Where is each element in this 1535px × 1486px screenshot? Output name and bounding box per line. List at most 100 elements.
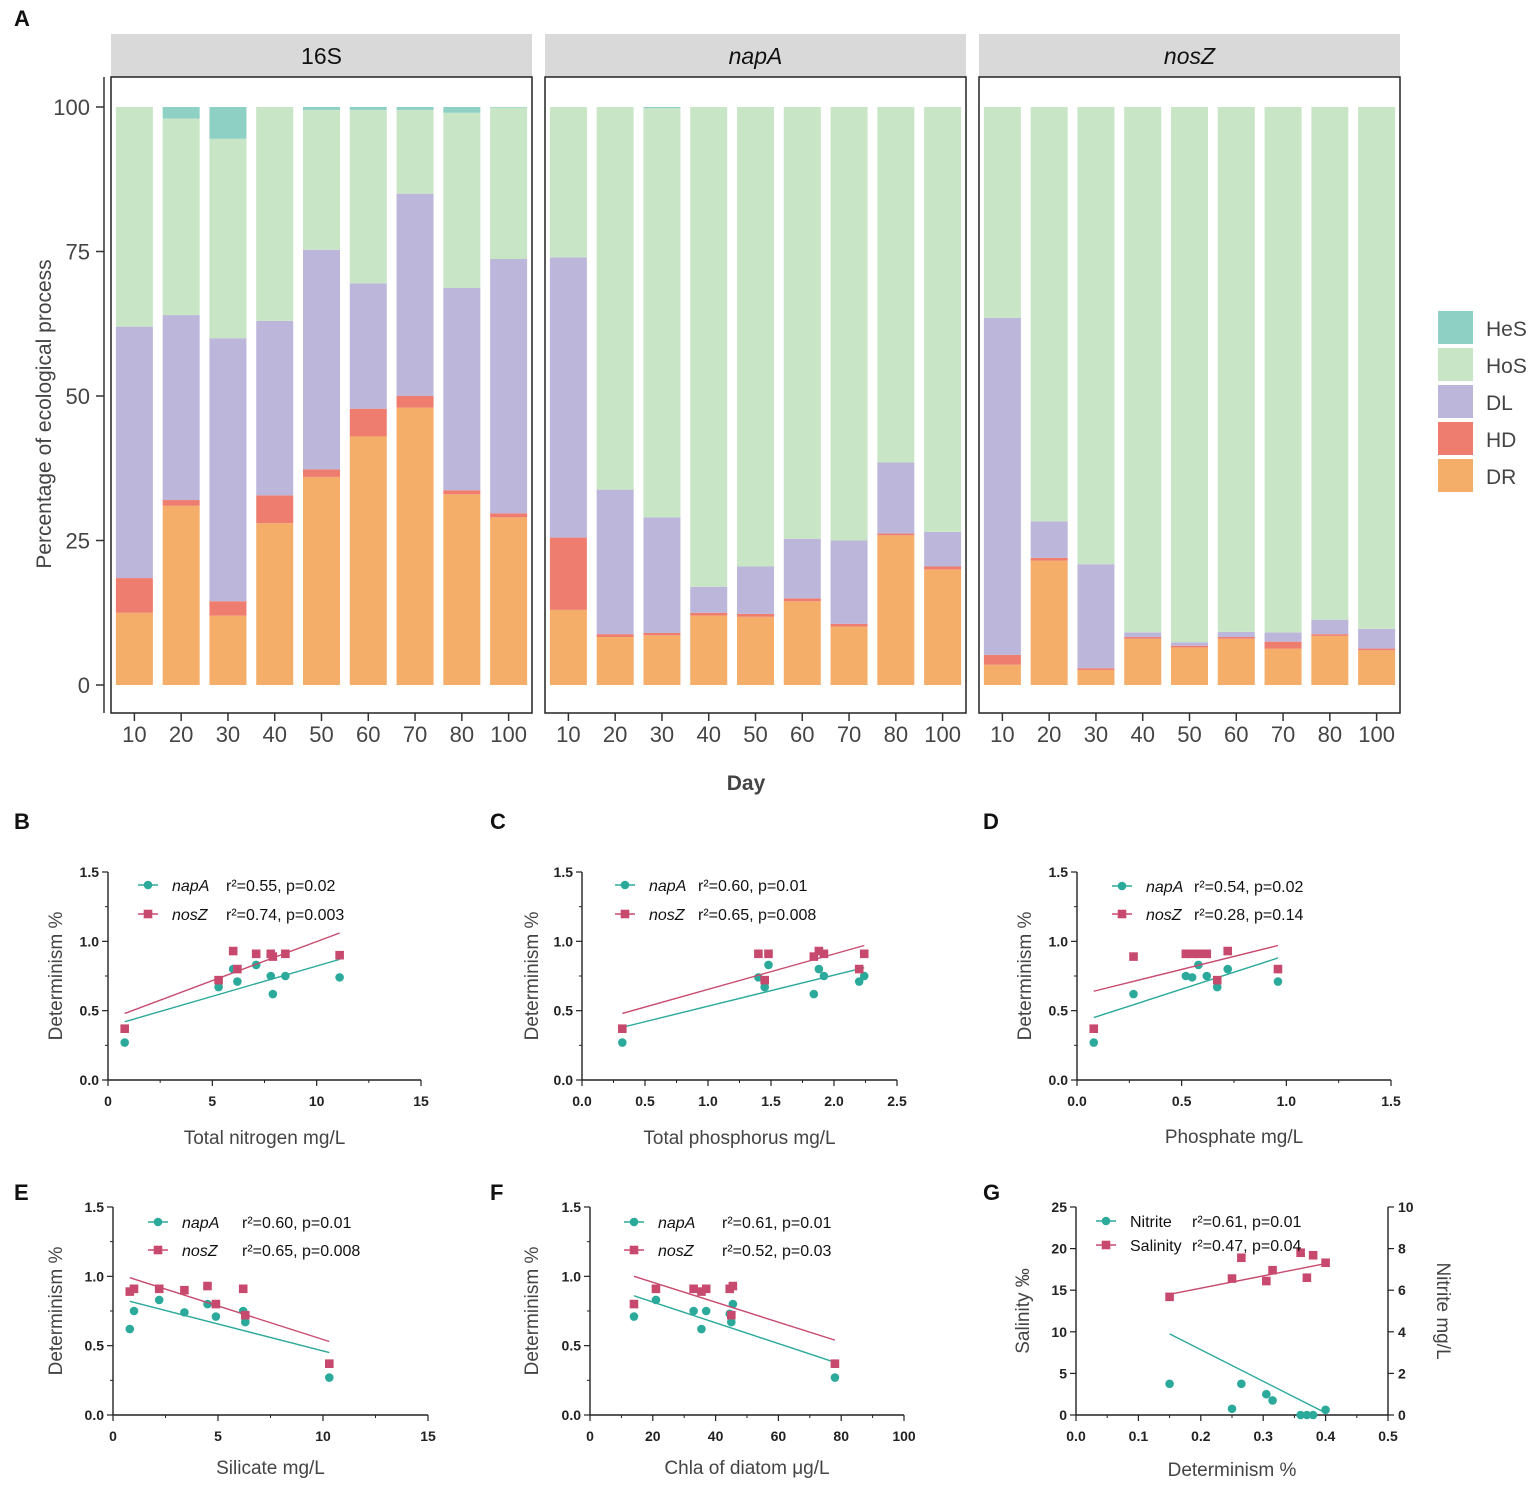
data-point [854,977,864,986]
bar-segment-dr [1171,647,1208,685]
legend-marker [620,880,630,890]
y-tick-label: 1.5 [85,1199,105,1215]
data-point [1202,949,1212,959]
series-nosz [125,1277,334,1368]
legend-stat: r²=0.61, p=0.01 [1192,1214,1302,1231]
regression-line [1093,944,1279,992]
x-axis-title: Day [727,772,766,795]
bar-segment-hos [443,112,481,288]
legend-label-dr: DR [1486,466,1516,489]
data-point [154,1295,164,1305]
bar-segment-hd [737,613,774,617]
data-point [1212,982,1222,992]
bar-segment-hd [1264,641,1302,649]
y-tick-label: 100 [53,95,90,120]
data-point [268,952,278,961]
y-right-tick-label: 2 [1398,1365,1406,1381]
data-point [1273,964,1283,974]
data-point [618,1024,627,1033]
series-nosz [629,1275,840,1368]
bar-segment-dl [924,531,962,567]
bar-segment-hd [1311,634,1349,636]
bar-segment-hos [115,107,153,327]
regression-line [124,932,340,1015]
bar-segment-dl [783,538,821,599]
bar-segment-hd [490,513,528,518]
panel-label-d: D [983,809,999,834]
data-point [814,964,824,974]
bar-segment-dr [1077,669,1115,685]
x-tick-label: 60 [356,722,380,747]
data-point [697,1287,706,1296]
data-point [701,1306,711,1316]
legend-entry-nosz: nosZ r²=0.28, p=0.14 [1112,907,1304,924]
y-tick-label: 1.5 [554,864,574,880]
bar-segment-dr [690,615,728,685]
legend-stat: r²=0.55, p=0.02 [226,878,336,895]
bar-segment-dr [162,505,200,685]
bar-segment-hos [1171,107,1208,643]
data-point [1227,1274,1237,1283]
x-tick-label: 0.4 [1316,1428,1336,1444]
bar-segment-hes [162,107,200,119]
data-point [1268,1265,1277,1275]
bar-segment-dr [549,609,587,685]
legend-stat: r²=0.52, p=0.03 [722,1243,832,1260]
x-tick-label: 2.5 [887,1093,907,1109]
bar-segment-dr [256,523,294,685]
regression-line [129,1300,330,1354]
data-point [1187,949,1197,959]
legend-marker [153,1245,163,1255]
data-point [125,1324,135,1334]
data-point [809,952,819,961]
y-tick-label: 0.0 [1049,1072,1069,1088]
legend-stat: r²=0.47, p=0.04 [1192,1238,1302,1255]
regression-line [1093,957,1279,1019]
data-point [727,1310,736,1320]
data-point [651,1284,661,1294]
data-point [228,946,238,956]
y-axis-title: Determinism % [46,912,67,1041]
data-point [697,1324,706,1334]
y-tick-label: 5 [1059,1365,1067,1381]
x-tick-label: 80 [450,722,474,747]
bar-segment-hes [349,107,387,110]
data-point [1129,989,1138,999]
bar-segment-dr [490,517,528,685]
y-tick-label: 0 [1059,1407,1067,1423]
data-point [211,1312,221,1321]
legend-entry-napa: napA r²=0.54, p=0.02 [1112,879,1304,896]
series-nosz [120,932,344,1033]
data-point [1308,1410,1318,1420]
data-point [1223,964,1233,974]
x-tick-label: 50 [309,722,333,747]
data-point [233,964,242,974]
series-nosz [618,944,869,1033]
bar-segment-dl [303,249,340,470]
legend-marker [620,909,630,919]
regression-line [124,958,340,1023]
x-tick-label: 20 [603,722,627,747]
x-tick-label: 0.0 [1066,1428,1086,1444]
x-axis-title: Chla of diatom μg/L [664,1458,829,1479]
x-tick-label: 0.0 [1067,1093,1087,1109]
y-tick-label: 0.5 [554,1003,574,1019]
legend-swatch-dr [1438,459,1473,492]
data-point [1089,1038,1099,1047]
bar-segment-dl [1171,642,1208,646]
bar-segment-hes [209,107,247,139]
data-point [154,1284,164,1294]
y-right-tick-label: 4 [1398,1324,1406,1340]
bar-segment-hd [396,396,434,408]
bar-segment-dr [349,436,387,685]
series-nitrite [1165,1333,1330,1420]
y-tick-label: 1.0 [554,933,574,949]
legend-label: napA [658,1215,695,1232]
x-tick-label: 10 [315,1428,331,1444]
data-point [618,1038,627,1047]
data-point [241,1317,250,1327]
data-point [754,949,763,959]
bar-segment-hos [209,138,247,339]
x-tick-label: 5 [208,1093,216,1109]
